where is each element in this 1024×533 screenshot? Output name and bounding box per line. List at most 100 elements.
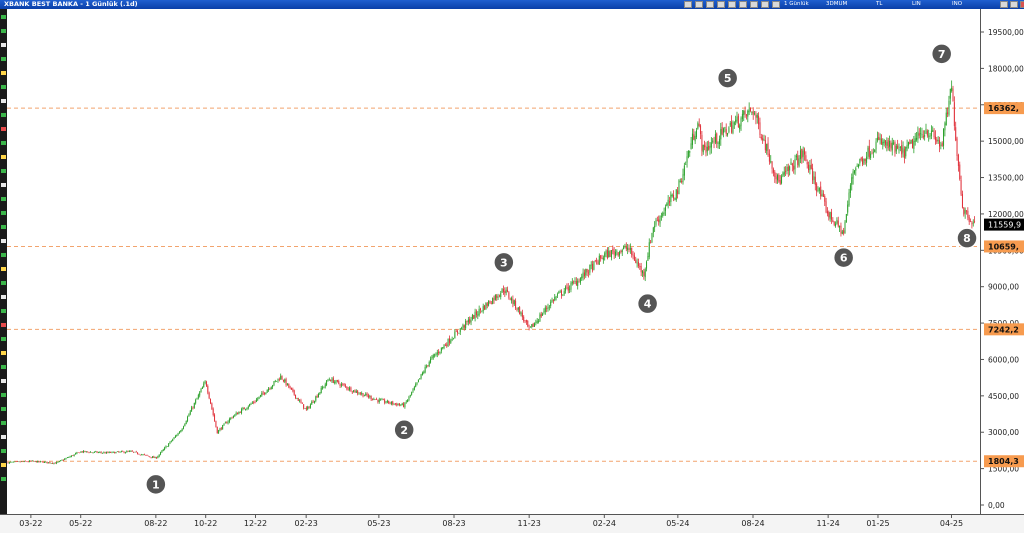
- drawing-tool-icon[interactable]: [1, 281, 6, 285]
- drawing-tool-icon[interactable]: [1, 421, 6, 425]
- drawing-tool-icon[interactable]: [1, 267, 6, 271]
- drawing-tool-icon[interactable]: [1, 337, 6, 341]
- candle: [212, 408, 214, 415]
- drawing-tool-icon[interactable]: [1, 253, 6, 257]
- annotation-marker[interactable]: [930, 43, 953, 65]
- candle: [415, 384, 417, 387]
- level-price-tag[interactable]: [984, 240, 1024, 253]
- candle: [227, 421, 229, 424]
- tool-button-icon[interactable]: [761, 1, 769, 8]
- drawing-tool-icon[interactable]: [1, 113, 6, 117]
- candle: [791, 163, 793, 166]
- tool-button-icon[interactable]: [695, 1, 703, 8]
- tool-button-icon[interactable]: [728, 1, 736, 8]
- candle: [15, 461, 17, 463]
- annotation-marker[interactable]: [493, 251, 515, 274]
- candle: [265, 392, 267, 395]
- candle: [629, 247, 631, 250]
- candle: [605, 251, 607, 254]
- level-price-tag[interactable]: [984, 102, 1024, 115]
- candle: [127, 451, 129, 452]
- drawing-tool-icon[interactable]: [1, 43, 6, 47]
- drawing-tool-icon[interactable]: [1, 155, 6, 159]
- candle: [470, 320, 472, 323]
- info-option[interactable]: INO: [952, 1, 963, 7]
- drawing-tool-icon[interactable]: [1, 85, 6, 89]
- drawing-tool-icon[interactable]: [1, 169, 6, 173]
- drawing-tool-icon[interactable]: [1, 225, 6, 229]
- minimize-icon[interactable]: [1000, 1, 1008, 8]
- candle: [644, 269, 646, 278]
- candle: [817, 190, 819, 191]
- candle: [562, 294, 564, 296]
- drawing-tool-icon[interactable]: [1, 295, 6, 299]
- drawing-tool-icon[interactable]: [1, 211, 6, 215]
- candle: [8, 462, 10, 464]
- price-axis[interactable]: [980, 9, 1024, 514]
- drawing-tool-icon[interactable]: [1, 183, 6, 187]
- candle: [766, 143, 768, 151]
- candle: [21, 461, 22, 463]
- candle: [358, 393, 360, 395]
- adjust-option[interactable]: 3DMUM: [826, 1, 848, 7]
- tool-button-icon[interactable]: [684, 1, 692, 8]
- tool-button-icon[interactable]: [750, 1, 758, 8]
- candle: [39, 461, 41, 462]
- drawing-tool-icon[interactable]: [1, 435, 6, 439]
- close-icon[interactable]: [1020, 1, 1024, 8]
- candle: [821, 194, 823, 197]
- candle: [612, 248, 614, 252]
- annotation-marker[interactable]: [956, 227, 978, 249]
- drawing-tool-icon[interactable]: [1, 239, 6, 243]
- drawing-tool-icon[interactable]: [1, 393, 6, 397]
- drawing-tool-icon[interactable]: [1, 197, 6, 201]
- tool-button-icon[interactable]: [772, 1, 780, 8]
- candle: [858, 164, 859, 167]
- candle: [428, 361, 430, 366]
- drawing-tool-icon[interactable]: [1, 351, 6, 355]
- drawing-tool-icon[interactable]: [1, 57, 6, 61]
- candle: [363, 395, 365, 397]
- drawing-tool-icon[interactable]: [1, 463, 6, 467]
- drawing-tool-icon[interactable]: [1, 99, 6, 103]
- annotation-marker[interactable]: [393, 419, 415, 441]
- drawing-tool-icon[interactable]: [1, 71, 6, 75]
- drawing-tool-icon[interactable]: [1, 309, 6, 313]
- maximize-icon[interactable]: [1010, 1, 1018, 8]
- drawing-tool-icon[interactable]: [1, 323, 6, 327]
- currency-option[interactable]: TL: [876, 1, 883, 7]
- candle: [642, 270, 643, 274]
- drawing-tool-icon[interactable]: [1, 379, 6, 383]
- candle: [471, 314, 473, 320]
- drawing-tool-icon[interactable]: [1, 365, 6, 369]
- candle: [408, 396, 410, 400]
- drawing-tool-icon[interactable]: [1, 141, 6, 145]
- drawing-tool-icon[interactable]: [1, 127, 6, 131]
- tool-button-icon[interactable]: [706, 1, 714, 8]
- level-price-tag[interactable]: [984, 455, 1024, 468]
- time-axis[interactable]: [0, 514, 1024, 533]
- candle: [798, 158, 800, 167]
- annotation-marker[interactable]: [145, 473, 167, 496]
- drawing-tool-icon[interactable]: [1, 407, 6, 411]
- candle: [664, 207, 666, 211]
- drawing-tool-icon[interactable]: [1, 449, 6, 453]
- candle: [729, 122, 731, 126]
- scale-option[interactable]: LIN: [912, 1, 921, 7]
- candle: [610, 250, 612, 258]
- candle: [604, 253, 606, 257]
- annotation-marker[interactable]: [832, 246, 855, 269]
- drawing-tool-icon[interactable]: [1, 29, 6, 33]
- tool-button-icon[interactable]: [717, 1, 725, 8]
- period-option[interactable]: 1 Günlük: [784, 1, 809, 7]
- candle: [315, 396, 317, 401]
- annotation-marker[interactable]: [716, 67, 739, 89]
- drawing-tool-icon[interactable]: [1, 477, 6, 481]
- annotation-marker[interactable]: [636, 292, 659, 315]
- level-price-tag[interactable]: [984, 323, 1024, 336]
- candle: [551, 300, 553, 303]
- candle: [124, 452, 126, 453]
- tool-button-icon[interactable]: [739, 1, 747, 8]
- drawing-tool-icon[interactable]: [1, 15, 6, 19]
